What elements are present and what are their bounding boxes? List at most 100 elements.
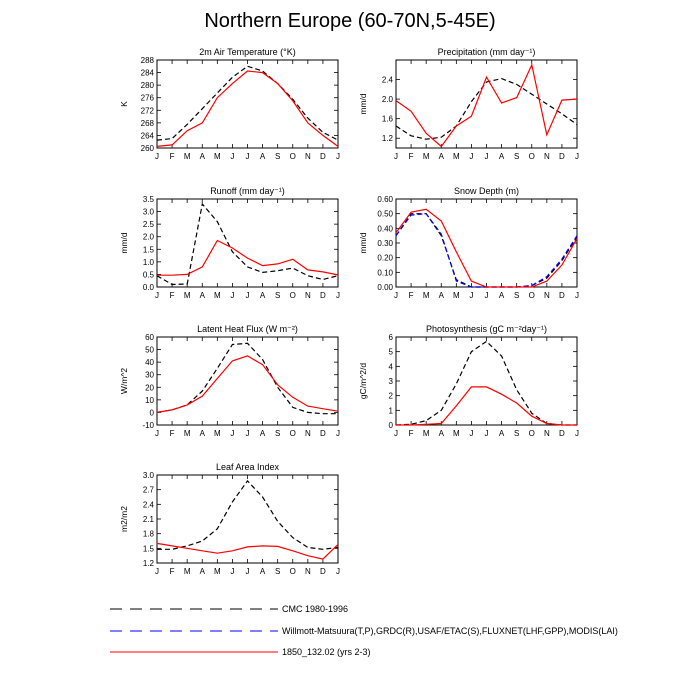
y-tick-label: 2.0 — [382, 95, 394, 104]
y-tick-label: 40 — [145, 358, 154, 367]
y-tick-label: 3.0 — [143, 471, 155, 480]
y-tick-label: 6 — [389, 333, 394, 342]
y-tick-label: 0.60 — [377, 195, 393, 204]
x-tick-label: M — [184, 152, 191, 161]
x-tick-label: O — [290, 291, 296, 300]
chart-panel-1: 2m Air Temperature (°K) 260 264 268 272 276 28… — [119, 47, 340, 161]
series-line-model — [156, 542, 339, 560]
x-tick-label: J — [575, 152, 579, 161]
y-tick-label: 20 — [145, 383, 154, 392]
x-tick-label: O — [290, 152, 296, 161]
series-line-model — [395, 63, 578, 148]
y-axis-label: gC/m^2/d — [358, 363, 368, 399]
x-tick-label: N — [305, 429, 311, 438]
series-line-cmc — [157, 479, 339, 550]
y-axis-label: mm/d — [358, 93, 368, 115]
x-tick-label: J — [485, 291, 489, 300]
x-tick-label: J — [336, 429, 340, 438]
chart-panel-2: Precipitation (mm day⁻¹)1.21.62.02.4J F M A… — [358, 47, 579, 161]
x-tick-label: D — [559, 291, 565, 300]
y-tick-label: 2.4 — [143, 500, 155, 509]
y-tick-label: 0 — [150, 408, 155, 417]
plot-frame — [156, 59, 339, 149]
x-tick-label: A — [260, 567, 266, 576]
x-tick-label: F — [409, 429, 414, 438]
panel-title: Snow Depth (m) — [454, 186, 519, 196]
x-tick-label: J — [155, 429, 159, 438]
x-tick-label: N — [305, 291, 311, 300]
x-tick-label: O — [529, 429, 535, 438]
x-tick-label: A — [499, 291, 505, 300]
y-tick-label: 280 — [141, 81, 155, 90]
x-tick-label: S — [275, 567, 280, 576]
plot-frame — [156, 474, 339, 564]
x-tick-label: D — [320, 291, 326, 300]
x-tick-label: J — [230, 291, 234, 300]
x-tick-label: N — [544, 291, 550, 300]
y-tick-label: 1.5 — [143, 544, 155, 553]
series-line-cmc — [156, 342, 338, 415]
x-tick-label: J — [155, 567, 159, 576]
series-line-model — [395, 208, 578, 288]
series-line-model — [156, 70, 339, 147]
chart-panel-5: Latent Heat Flux (W m⁻²) -10 0 10 20 30 40 50 60… — [119, 324, 340, 438]
x-tick-label: A — [200, 429, 206, 438]
x-tick-label: F — [409, 152, 414, 161]
x-tick-label: M — [214, 152, 221, 161]
x-tick-label: J — [336, 291, 340, 300]
series-line-cmc — [395, 213, 578, 288]
x-tick-label: M — [184, 567, 191, 576]
y-axis-label: K — [119, 101, 129, 107]
x-tick-label: A — [260, 291, 266, 300]
y-tick-label: 3.0 — [143, 208, 155, 217]
y-axis-label: mm/d — [358, 232, 368, 254]
x-tick-label: F — [170, 291, 175, 300]
chart-panel-3: Runoff (mm day⁻¹) 0.0 0.5 1.0 1.5 2.0 2.5 3.0 3.… — [119, 186, 340, 300]
x-tick-label: A — [439, 152, 445, 161]
x-tick-label: D — [320, 429, 326, 438]
panel-title: Photosynthesis (gC m⁻²day⁻¹) — [426, 324, 547, 334]
figure-title: Northern Europe (60-70N,5-45E) — [204, 10, 496, 32]
x-tick-label: A — [439, 291, 445, 300]
x-tick-label: A — [200, 152, 206, 161]
series-line-model — [396, 386, 577, 426]
x-tick-label: J — [394, 291, 398, 300]
x-tick-label: M — [214, 429, 221, 438]
x-tick-label: N — [544, 429, 550, 438]
y-tick-label: 0.0 — [143, 283, 155, 292]
y-axis-label: W/m^2 — [119, 368, 129, 394]
x-tick-label: M — [423, 152, 430, 161]
x-tick-label: J — [155, 291, 159, 300]
x-tick-label: M — [423, 291, 430, 300]
chart-panel-4: Snow Depth (m) 0.00 0.10 0.20 0.30 0.40 0.50 0.… — [358, 186, 579, 300]
y-tick-label: 288 — [141, 56, 155, 65]
y-tick-label: 0.20 — [377, 254, 393, 263]
x-tick-label: N — [305, 152, 311, 161]
x-tick-label: O — [290, 429, 296, 438]
x-tick-label: M — [423, 429, 430, 438]
legend-label: 1850_132.02 (yrs 2-3) — [282, 647, 371, 657]
x-tick-label: J — [155, 152, 159, 161]
series-line-model — [157, 239, 339, 276]
x-tick-label: A — [260, 152, 266, 161]
y-tick-label: 0.30 — [377, 239, 393, 248]
series-line-cmc — [395, 77, 578, 140]
x-tick-label: D — [559, 429, 565, 438]
y-tick-label: 276 — [141, 94, 155, 103]
y-tick-label: 0.50 — [377, 210, 393, 219]
y-tick-label: 50 — [145, 346, 154, 355]
x-tick-label: J — [575, 291, 579, 300]
x-tick-label: D — [320, 152, 326, 161]
x-tick-label: J — [394, 152, 398, 161]
y-tick-label: 1.2 — [382, 134, 394, 143]
x-tick-label: F — [409, 291, 414, 300]
x-tick-label: S — [514, 152, 519, 161]
y-tick-label: 4 — [389, 362, 394, 371]
x-tick-label: A — [200, 291, 206, 300]
x-tick-label: J — [336, 567, 340, 576]
y-axis-label: m2/m2 — [119, 506, 129, 532]
x-tick-label: D — [320, 567, 326, 576]
x-tick-label: J — [246, 567, 250, 576]
x-tick-label: N — [544, 152, 550, 161]
